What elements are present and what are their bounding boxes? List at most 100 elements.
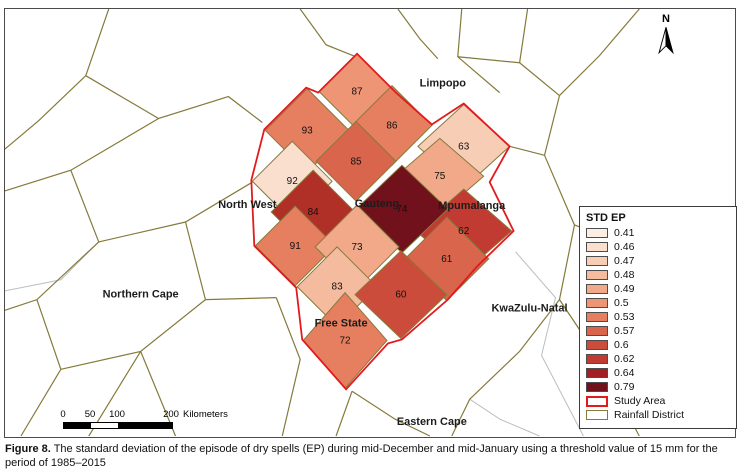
- class-swatch-icon: [586, 368, 608, 378]
- legend-row-class: 0.48: [586, 269, 730, 281]
- district-label-91: 91: [290, 241, 302, 252]
- district-60: [354, 250, 448, 340]
- rainfall-district-boundary: [397, 9, 439, 60]
- legend-classes: 0.41 0.46 0.47 0.48 0.49 0.5 0.53 0.57 0.6 0.62 0.…: [586, 227, 730, 393]
- rainfall-district-boundary: [98, 181, 253, 243]
- legend-row-class: 0.41: [586, 227, 730, 239]
- legend-row-class: 0.57: [586, 325, 730, 337]
- legend-row-class: 0.47: [586, 255, 730, 267]
- province-boundary: [515, 251, 584, 437]
- rainfall-district-boundary: [335, 391, 353, 437]
- class-value: 0.47: [614, 255, 635, 267]
- district-label-87: 87: [351, 87, 363, 98]
- class-swatch-icon: [586, 270, 608, 280]
- class-swatch-icon: [586, 242, 608, 252]
- rainfall-district-boundary: [299, 9, 357, 58]
- class-value: 0.62: [614, 353, 635, 365]
- legend-row-class: 0.62: [586, 353, 730, 365]
- rainfall-district-boundary: [88, 221, 207, 437]
- rainfall-district-boundary: [509, 95, 561, 157]
- scale-bar-segment: [118, 423, 172, 428]
- rainfall-district-boundary: [518, 9, 529, 63]
- rainfall-district-swatch-icon: [586, 410, 608, 420]
- class-swatch-icon: [586, 312, 608, 322]
- district-85: [315, 120, 397, 202]
- district-label-72: 72: [340, 335, 352, 346]
- class-value: 0.5: [614, 297, 629, 309]
- province-label-northern-cape: Northern Cape: [103, 289, 179, 301]
- district-label-84: 84: [308, 207, 320, 218]
- rainfall-district-boundary: [85, 75, 263, 123]
- rainfall-district-boundary: [20, 299, 62, 437]
- scale-bar: 0 50 100 200 Kilometers: [60, 409, 253, 435]
- class-value: 0.79: [614, 381, 635, 393]
- rainfall-district-boundary: [5, 9, 110, 150]
- rainfall-district-boundary: [457, 56, 560, 97]
- province-label-gauteng: Gauteng: [355, 198, 399, 210]
- province-label-limpopo: Limpopo: [420, 78, 467, 90]
- map: 87 86 63 93 85 75 92 84 62 74 91 73 61 83 60 72 Limpopo N…: [4, 8, 737, 438]
- north-label: N: [662, 13, 670, 25]
- north-arrow: N: [653, 13, 679, 60]
- study-area-label: Study Area: [614, 395, 666, 407]
- rainfall-district-boundary: [559, 9, 640, 97]
- district-label-75: 75: [434, 171, 446, 182]
- district-label-61: 61: [441, 254, 453, 265]
- scale-tick-label: 0: [60, 409, 66, 420]
- legend-row-class: 0.53: [586, 311, 730, 323]
- scale-tick-label: 50: [84, 409, 96, 420]
- province-label-eastern-cape: Eastern Cape: [397, 416, 467, 428]
- district-label-86: 86: [386, 120, 398, 131]
- class-value: 0.53: [614, 311, 635, 323]
- rainfall-district-boundary: [351, 390, 431, 437]
- caption-text: The standard deviation of the episode of…: [5, 443, 718, 469]
- figure-caption: Figure 8. The standard deviation of the …: [5, 443, 737, 470]
- district-label-60: 60: [395, 290, 407, 301]
- class-value: 0.49: [614, 283, 635, 295]
- study-area-swatch-icon: [586, 395, 608, 407]
- rainfall-district-boundary: [60, 350, 141, 370]
- legend-row-class: 0.79: [586, 381, 730, 393]
- class-swatch-icon: [586, 340, 608, 350]
- legend-title: STD EP: [586, 212, 626, 224]
- rainfall-district-label: Rainfall District: [614, 409, 685, 421]
- scale-bar-segment: [91, 423, 118, 428]
- legend-row-class: 0.6: [586, 339, 730, 351]
- caption-label: Figure 8.: [5, 443, 51, 455]
- class-swatch-icon: [586, 326, 608, 336]
- legend-row-study-area: Study Area: [586, 395, 730, 407]
- rainfall-district-boundary: [451, 299, 560, 437]
- district-label-73: 73: [351, 242, 363, 253]
- legend: STD EP 0.41 0.46 0.47 0.48 0.49 0.5 0.53 0.57 0.…: [579, 206, 737, 429]
- class-swatch-icon: [586, 284, 608, 294]
- scale-tick-label: 100: [109, 409, 125, 420]
- province-boundary: [469, 398, 540, 437]
- north-arrow-icon: [658, 27, 674, 55]
- legend-row-class: 0.5: [586, 297, 730, 309]
- legend-row-rainfall-district: Rainfall District: [586, 409, 730, 421]
- province-label-north-west: North West: [218, 199, 277, 211]
- district-label-93: 93: [302, 125, 314, 136]
- district-label-63: 63: [458, 141, 470, 152]
- study-area-outline: [250, 52, 515, 391]
- district-label-85: 85: [350, 156, 362, 167]
- province-label-kwazulu-natal: KwaZulu-Natal: [492, 303, 568, 315]
- scale-tick-label: 200: [163, 409, 179, 420]
- rainfall-district-boundary: [275, 297, 301, 437]
- province-label-free-state: Free State: [315, 318, 368, 330]
- district-label-83: 83: [332, 282, 344, 293]
- rainfall-district-boundary: [140, 351, 177, 437]
- scale-unit-label: Kilometers: [183, 409, 228, 420]
- legend-row-class: 0.64: [586, 367, 730, 379]
- class-value: 0.64: [614, 367, 635, 379]
- class-value: 0.46: [614, 241, 635, 253]
- class-value: 0.57: [614, 325, 635, 337]
- rainfall-district-boundary: [205, 297, 277, 301]
- district-label-62: 62: [458, 226, 470, 237]
- scale-bar-graphic: [63, 422, 173, 429]
- class-value: 0.6: [614, 339, 629, 351]
- district-label-92: 92: [287, 176, 299, 187]
- province-boundary: [5, 241, 100, 292]
- class-swatch-icon: [586, 256, 608, 266]
- rainfall-district-boundary: [543, 155, 576, 300]
